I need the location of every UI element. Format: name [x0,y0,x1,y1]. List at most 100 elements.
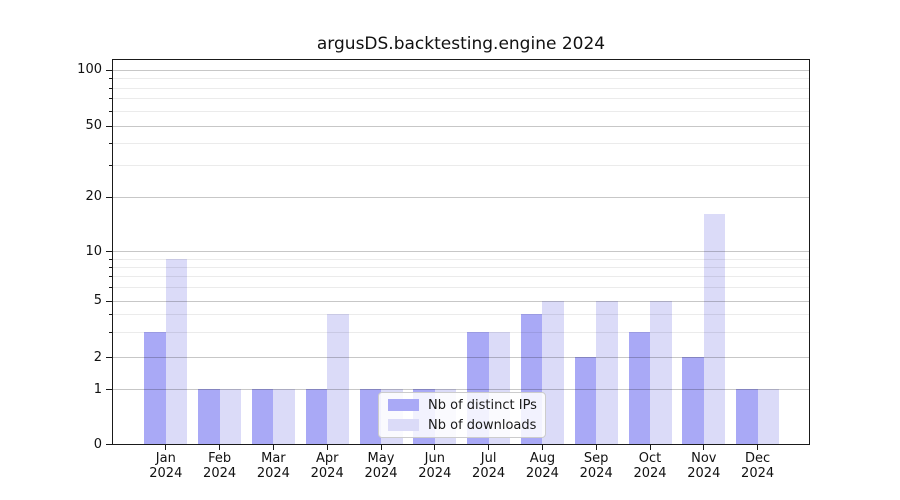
y-tick-0 [106,444,112,445]
y-tick-20 [106,197,112,198]
bar-nb-of-downloads-aug [542,300,564,444]
x-tick-jan [165,445,167,450]
bar-nb-of-downloads-mar [273,389,295,444]
bar-nb-of-distinct-ips-oct [628,331,650,444]
x-tick-month: Jul [480,451,497,466]
x-tick-year: 2024 [472,465,506,481]
x-tick-label-jun: Jun 2024 [402,451,468,481]
x-tick-month: Oct [638,451,662,466]
x-tick-month: Apr [315,451,339,466]
bar-nb-of-downloads-jan [165,258,188,444]
y-tick-label-1: 1 [93,381,102,397]
bar-nb-of-distinct-ips-nov [682,357,704,444]
x-tick-month: Feb [208,451,232,466]
x-tick-year: 2024 [364,465,398,481]
x-tick-label-mar: Mar 2024 [240,451,306,481]
y-minor-tick-40 [109,143,112,144]
x-tick-month: May [367,451,395,466]
bar-nb-of-downloads-nov [703,214,726,444]
x-tick-mar [272,445,274,450]
x-tick-year: 2024 [633,465,667,481]
y-tick-label-5: 5 [93,293,102,308]
x-tick-dec [757,445,759,450]
y-tick-5 [106,301,112,302]
y-tick-label-50: 50 [85,118,102,133]
x-tick-apr [326,445,328,450]
legend-item-nb-of-downloads: Nb of downloads [388,418,536,433]
y-minor-tick-60 [109,111,112,112]
x-tick-label-may: May 2024 [348,451,414,481]
bar-nb-of-distinct-ips-may [359,389,381,444]
bar-nb-of-downloads-sep [596,300,618,444]
y-tick-label-20: 20 [85,189,102,204]
y-minor-tick-7 [109,276,112,277]
x-tick-feb [219,445,221,450]
bar-nb-of-downloads-apr [327,314,349,444]
x-tick-month: Mar [261,451,286,466]
x-tick-month: Jan [155,451,176,466]
x-tick-label-jul: Jul 2024 [456,451,522,481]
bar-nb-of-distinct-ips-apr [305,389,328,444]
x-tick-label-feb: Feb 2024 [187,451,253,481]
y-minor-tick-90 [109,78,112,79]
x-tick-year: 2024 [687,465,721,481]
plot-area: Nb of distinct IPs Nb of downloads [112,59,810,445]
x-tick-label-dec: Dec 2024 [725,451,791,481]
x-tick-label-nov: Nov 2024 [671,451,737,481]
bar-nb-of-distinct-ips-mar [251,389,274,444]
bar-nb-of-downloads-feb [219,389,242,444]
bar-nb-of-distinct-ips-dec [736,389,758,444]
legend-swatch-nb-of-distinct-ips [388,399,419,411]
y-minor-tick-9 [109,259,112,260]
y-tick-label-100: 100 [77,62,102,77]
y-tick-50 [106,126,112,127]
x-tick-label-jan: Jan 2024 [133,451,199,481]
bar-nb-of-downloads-oct [650,300,672,444]
bar-nb-of-distinct-ips-jan [144,331,166,444]
bars-layer [113,60,809,444]
legend-swatch-nb-of-downloads [388,419,419,431]
x-tick-label-aug: Aug 2024 [509,451,575,481]
y-tick-2 [106,357,112,358]
x-tick-label-apr: Apr 2024 [294,451,360,481]
x-tick-label-oct: Oct 2024 [617,451,683,481]
bar-nb-of-downloads-dec [757,389,780,444]
x-tick-month: Jun [424,451,445,466]
x-tick-month: Dec [745,451,771,466]
y-minor-tick-6 [109,287,112,288]
x-tick-year: 2024 [203,465,237,481]
y-minor-tick-30 [109,165,112,166]
y-tick-1 [106,389,112,390]
y-minor-tick-4 [109,314,112,315]
x-tick-month: Sep [583,451,609,466]
x-tick-sep [595,445,597,450]
x-tick-year: 2024 [149,465,183,481]
x-tick-jun [434,445,436,450]
x-tick-year: 2024 [256,465,290,481]
y-tick-10 [106,251,112,252]
legend: Nb of distinct IPs Nb of downloads [378,392,546,438]
x-tick-jul [488,445,490,450]
x-tick-month: Aug [529,451,556,466]
y-tick-label-2: 2 [93,349,102,365]
x-tick-year: 2024 [741,465,775,481]
legend-label-nb-of-distinct-ips: Nb of distinct IPs [428,397,537,413]
y-tick-label-0: 0 [93,436,102,452]
x-tick-may [380,445,382,450]
y-minor-tick-3 [109,332,112,333]
x-tick-nov [703,445,705,450]
x-tick-year: 2024 [525,465,559,481]
x-tick-aug [541,445,543,450]
x-tick-year: 2024 [579,465,613,481]
y-minor-tick-70 [109,98,112,99]
x-tick-year: 2024 [310,465,344,481]
y-tick-100 [106,70,112,71]
bar-nb-of-distinct-ips-sep [574,357,597,444]
y-tick-label-10: 10 [85,243,102,259]
legend-label-nb-of-downloads: Nb of downloads [428,417,537,433]
x-tick-month: Nov [691,451,717,466]
x-tick-oct [649,445,651,450]
y-minor-tick-8 [109,267,112,268]
y-minor-tick-80 [109,88,112,89]
